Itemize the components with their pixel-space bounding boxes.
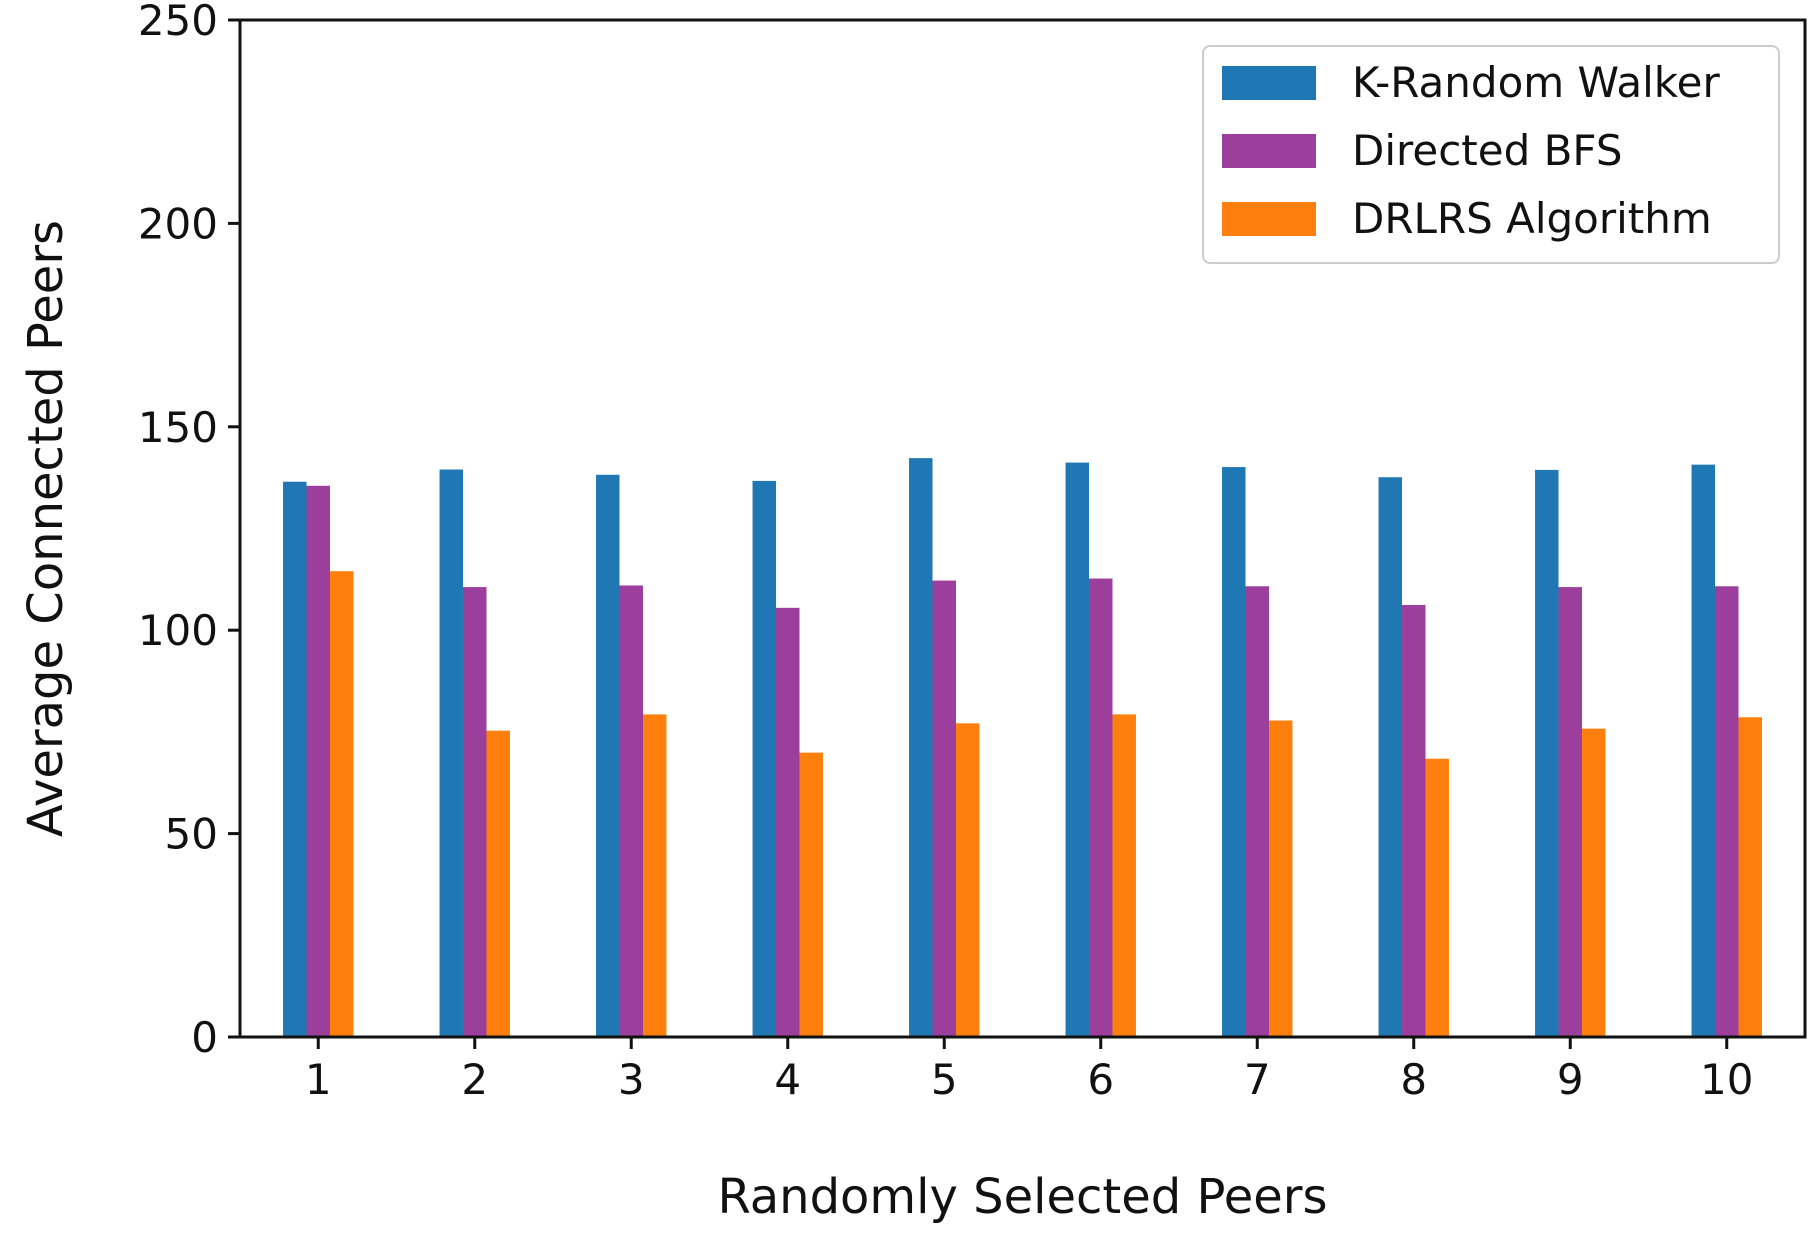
x-tick-label: 10 xyxy=(1700,1055,1753,1104)
bar-drlrs-algorithm-3 xyxy=(642,714,667,1037)
legend-swatch-k-random-walker xyxy=(1222,66,1316,100)
x-tick-label: 2 xyxy=(461,1055,488,1104)
bar-directed-bfs-6 xyxy=(1089,578,1113,1037)
bar-k-random-walker-9 xyxy=(1535,469,1559,1038)
x-axis-ticks: 1 2 3 4 5 6 7 8 9 10 xyxy=(305,1037,1753,1104)
bar-directed-bfs-10 xyxy=(1715,586,1739,1037)
legend-swatch-directed-bfs xyxy=(1222,134,1316,168)
x-tick-label: 7 xyxy=(1244,1055,1271,1104)
bar-k-random-walker-6 xyxy=(1065,462,1090,1037)
y-axis-ticks: 0 50 100 150 200 250 xyxy=(138,0,240,1062)
bar-drlrs-algorithm-9 xyxy=(1581,728,1606,1037)
bar-directed-bfs-3 xyxy=(619,585,643,1037)
bar-directed-bfs-7 xyxy=(1245,586,1269,1037)
y-tick-label: 50 xyxy=(165,810,218,859)
bar-k-random-walker-5 xyxy=(909,458,933,1037)
legend-swatch-drlrs-algorithm xyxy=(1222,202,1316,236)
bar-drlrs-algorithm-10 xyxy=(1738,717,1762,1037)
x-tick-label: 8 xyxy=(1400,1055,1427,1104)
x-tick-label: 4 xyxy=(774,1055,801,1104)
bar-k-random-walker-7 xyxy=(1222,467,1246,1037)
bar-directed-bfs-2 xyxy=(463,587,487,1037)
bar-k-random-walker-8 xyxy=(1378,477,1403,1038)
bar-drlrs-algorithm-4 xyxy=(799,752,823,1037)
bar-drlrs-algorithm-8 xyxy=(1425,758,1449,1037)
y-tick-label: 100 xyxy=(138,606,218,655)
legend-label-directed-bfs: Directed BFS xyxy=(1352,126,1623,175)
x-tick-label: 3 xyxy=(618,1055,645,1104)
bar-directed-bfs-4 xyxy=(776,607,800,1037)
bar-directed-bfs-5 xyxy=(932,580,956,1037)
bar-directed-bfs-8 xyxy=(1402,604,1426,1037)
bar-drlrs-algorithm-7 xyxy=(1268,720,1293,1037)
bar-k-random-walker-4 xyxy=(752,480,777,1037)
legend-label-drlrs-algorithm: DRLRS Algorithm xyxy=(1352,194,1712,243)
y-axis-label: Average Connected Peers xyxy=(18,220,74,837)
bar-drlrs-algorithm-2 xyxy=(486,730,510,1037)
bar-directed-bfs-9 xyxy=(1558,587,1582,1037)
x-axis-label: Randomly Selected Peers xyxy=(717,1169,1327,1225)
legend-box xyxy=(1202,45,1780,264)
plot-area-frame xyxy=(238,18,1807,1039)
bar-k-random-walker-1 xyxy=(283,481,307,1037)
bar-drlrs-algorithm-6 xyxy=(1112,714,1136,1037)
x-tick-label: 9 xyxy=(1557,1055,1584,1104)
bar-directed-bfs-1 xyxy=(306,485,330,1037)
bar-k-random-walker-3 xyxy=(596,474,620,1038)
bar-drlrs-algorithm-5 xyxy=(955,723,980,1037)
y-tick-label: 0 xyxy=(191,1013,218,1062)
bars xyxy=(283,458,1762,1038)
bar-k-random-walker-2 xyxy=(439,469,464,1037)
y-tick-label: 250 xyxy=(138,0,218,45)
bar-k-random-walker-10 xyxy=(1691,464,1716,1037)
bar-drlrs-algorithm-1 xyxy=(329,571,354,1037)
y-tick-label: 200 xyxy=(138,199,218,248)
y-tick-label: 150 xyxy=(138,403,218,452)
x-tick-label: 5 xyxy=(931,1055,958,1104)
x-tick-label: 6 xyxy=(1087,1055,1114,1104)
legend-label-k-random-walker: K-Random Walker xyxy=(1352,58,1720,107)
legend: K-Random Walker Directed BFS DRLRS Algorit… xyxy=(1202,45,1780,264)
x-tick-label: 1 xyxy=(305,1055,332,1104)
